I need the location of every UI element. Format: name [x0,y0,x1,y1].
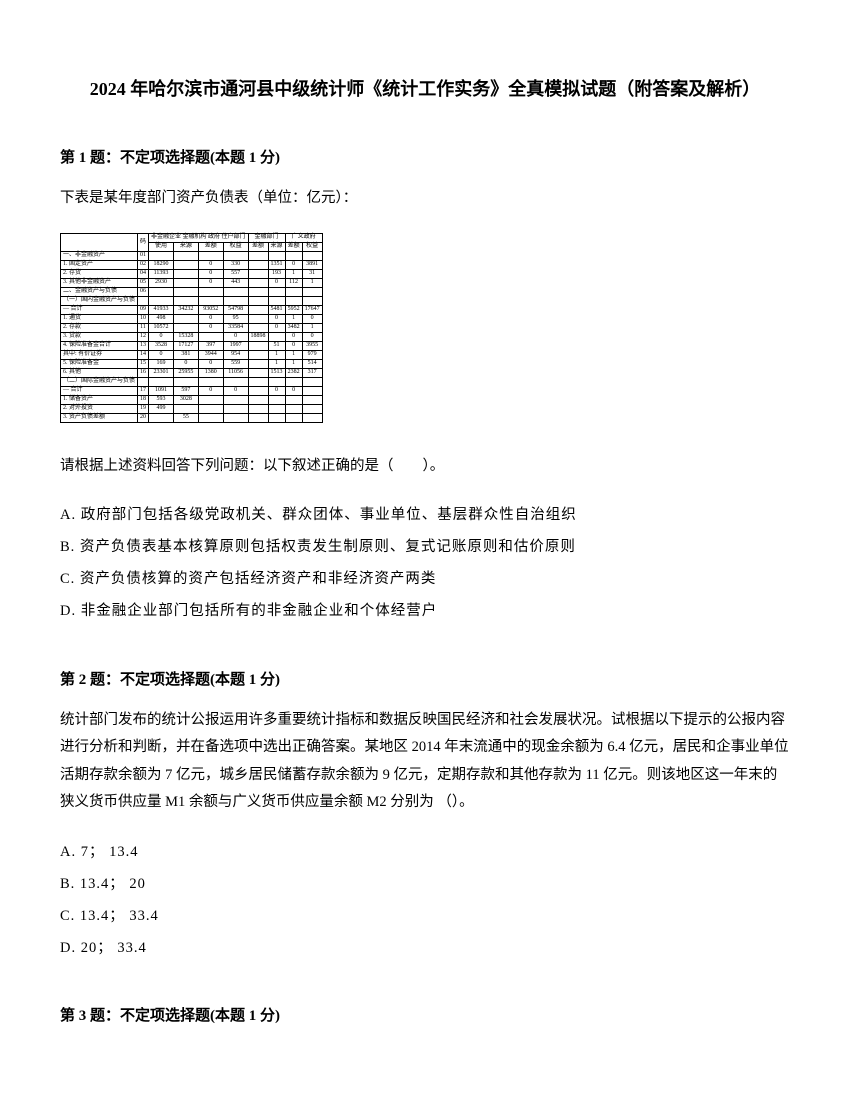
q1-option-d: D. 非金融企业部门包括所有的非金融企业和个体经营户 [60,596,790,628]
page-title: 2024 年哈尔滨市通河县中级统计师《统计工作实务》全真模拟试题（附答案及解析） [60,75,790,101]
q2-body: 统计部门发布的统计公报运用许多重要统计指标和数据反映国民经济和社会发展状况。试根… [60,707,790,817]
q2-option-d: D. 20； 33.4 [60,933,790,965]
q1-intro: 下表是某年度部门资产负债表（单位：亿元）： [60,185,790,213]
q1-option-c: C. 资产负债核算的资产包括经济资产和非经济资产两类 [60,564,790,596]
q2-options: A. 7； 13.4 B. 13.4； 20 C. 13.4； 33.4 D. … [60,837,790,965]
q2-option-c: C. 13.4； 33.4 [60,901,790,933]
q3-header: 第 3 题：不定项选择题(本题 1 分) [60,1004,790,1025]
q1-option-b: B. 资产负债表基本核算原则包括权责发生制原则、复式记账原则和估价原则 [60,532,790,564]
q1-header: 第 1 题：不定项选择题(本题 1 分) [60,146,790,167]
q1-option-a: A. 政府部门包括各级党政机关、群众团体、事业单位、基层群众性自治组织 [60,500,790,532]
q2-option-b: B. 13.4； 20 [60,869,790,901]
q1-options: A. 政府部门包括各级党政机关、群众团体、事业单位、基层群众性自治组织 B. 资… [60,500,790,628]
balance-sheet-table: 码非金融企业 金融机构 政府 住户部门金融部门广义政府使用来源差额权益差额来源差… [60,233,790,423]
q2-header: 第 2 题：不定项选择题(本题 1 分) [60,668,790,689]
q1-prompt: 请根据上述资料回答下列问题：以下叙述正确的是（ ）。 [60,453,790,481]
q2-option-a: A. 7； 13.4 [60,837,790,869]
